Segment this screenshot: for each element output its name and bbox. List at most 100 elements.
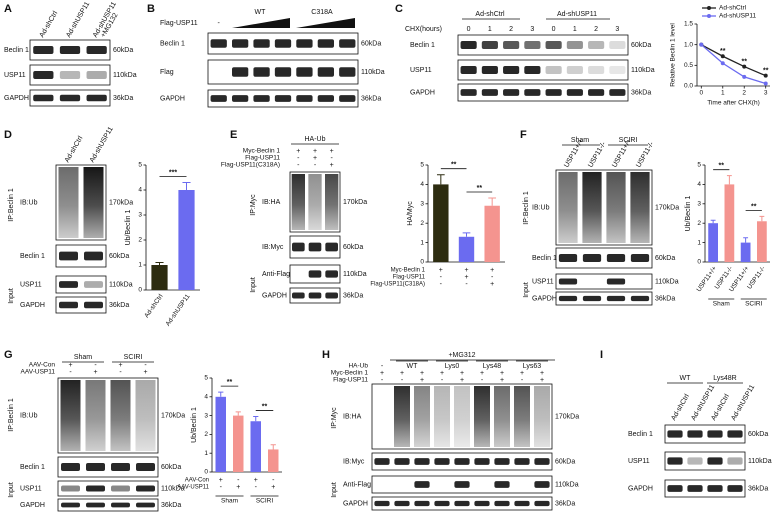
size-label: 170kDa — [655, 204, 679, 211]
y-tick-label: 5 — [420, 162, 424, 169]
band — [588, 89, 605, 96]
band — [494, 500, 510, 507]
size-label: 170kDa — [161, 412, 185, 419]
annotation: ** — [262, 403, 268, 410]
header: HA-Ub — [304, 136, 325, 143]
row-label: HA-Ub — [348, 363, 368, 370]
size-label: 60kDa — [748, 431, 768, 438]
sign: + — [439, 267, 443, 274]
panel-label: C — [395, 3, 403, 15]
band — [111, 463, 130, 471]
band — [374, 458, 390, 465]
band — [606, 278, 626, 285]
size-label: 110kDa — [343, 271, 367, 278]
x-tick-label: 3 — [764, 90, 768, 97]
band — [274, 95, 292, 102]
y-tick-label: 3 — [420, 201, 424, 208]
sign: + — [460, 370, 464, 377]
sign: + — [464, 274, 468, 281]
y-axis-label: Relative Beclin 1 level — [670, 23, 677, 87]
band — [606, 295, 626, 302]
band — [460, 89, 477, 96]
sign: - — [297, 162, 300, 169]
sign: - — [272, 477, 275, 484]
y-tick-label: 5 — [138, 162, 142, 169]
band — [481, 41, 498, 49]
smear — [85, 380, 106, 451]
sign: + — [520, 370, 524, 377]
blot-name: GAPDH — [20, 302, 45, 309]
band — [59, 94, 81, 102]
series-line — [700, 44, 766, 85]
smear — [325, 174, 339, 230]
row-label: Flag-USP11 — [160, 20, 198, 27]
sign: + — [219, 477, 223, 484]
lane-label: Ad-shUSP11 — [730, 384, 756, 422]
blot-name: IB:Ub — [20, 412, 38, 419]
band — [59, 251, 78, 261]
sign: - — [491, 274, 494, 281]
blot — [57, 480, 159, 497]
band — [86, 94, 107, 102]
y-tick-label: 4 — [204, 394, 208, 401]
blot-name: IB:Myc — [262, 244, 284, 251]
row-label: AAV-Con — [185, 478, 209, 484]
y-tick-label: 0.5 — [684, 62, 693, 69]
smear — [110, 380, 131, 451]
smear — [394, 386, 410, 447]
blot-name: Beclin 1 — [410, 42, 435, 49]
band — [545, 89, 562, 96]
y-tick-label: 3 — [138, 212, 142, 219]
sign: - — [119, 369, 122, 376]
band — [630, 254, 650, 262]
blot — [57, 456, 159, 478]
point — [742, 74, 747, 79]
y-tick-label: 5 — [204, 375, 208, 382]
error-bar — [182, 182, 191, 190]
band — [687, 430, 703, 438]
row-label: Myc-Beclin 1 — [391, 268, 426, 274]
blot-name: USP11 — [4, 72, 26, 79]
bar — [151, 265, 168, 290]
blot-name: GAPDH — [262, 292, 287, 299]
band — [474, 458, 490, 465]
size-label: 60kDa — [631, 42, 651, 49]
band — [292, 242, 305, 252]
lane-label: 2 — [509, 26, 513, 33]
size-label: 60kDa — [113, 47, 133, 54]
error-bar — [436, 174, 445, 185]
error-bar — [488, 197, 497, 206]
size-label: 170kDa — [343, 199, 367, 206]
band — [534, 458, 550, 465]
error-bar — [155, 262, 164, 265]
y-tick-label: 1 — [420, 239, 424, 246]
blot-name: GAPDH — [410, 89, 435, 96]
sign: + — [500, 370, 504, 377]
band — [454, 481, 470, 488]
blot-name: IB:Ub — [532, 204, 550, 211]
row-label: Myc-Beclin 1 — [243, 148, 281, 155]
annotation: ** — [227, 379, 233, 386]
band — [524, 41, 541, 49]
group-label: SCIRI — [745, 301, 763, 308]
lane-label: 3 — [530, 26, 534, 33]
band — [524, 66, 541, 74]
band — [317, 67, 334, 77]
sign: - — [440, 281, 443, 288]
band — [566, 89, 583, 96]
blot — [555, 247, 653, 269]
x-tick-label: USP11+/+ — [696, 265, 719, 293]
x-tick-label: 1 — [721, 90, 725, 97]
y-tick-label: 3 — [204, 412, 208, 419]
section-label: Input — [523, 282, 530, 298]
y-axis-label: Ub/Beclin 1 — [125, 209, 132, 245]
annotation: ** — [742, 58, 748, 65]
band — [374, 500, 390, 507]
band — [274, 67, 292, 77]
sign: + — [420, 370, 424, 377]
band — [210, 95, 227, 102]
band — [434, 500, 450, 507]
sign: + — [330, 148, 334, 155]
blot — [555, 291, 653, 306]
